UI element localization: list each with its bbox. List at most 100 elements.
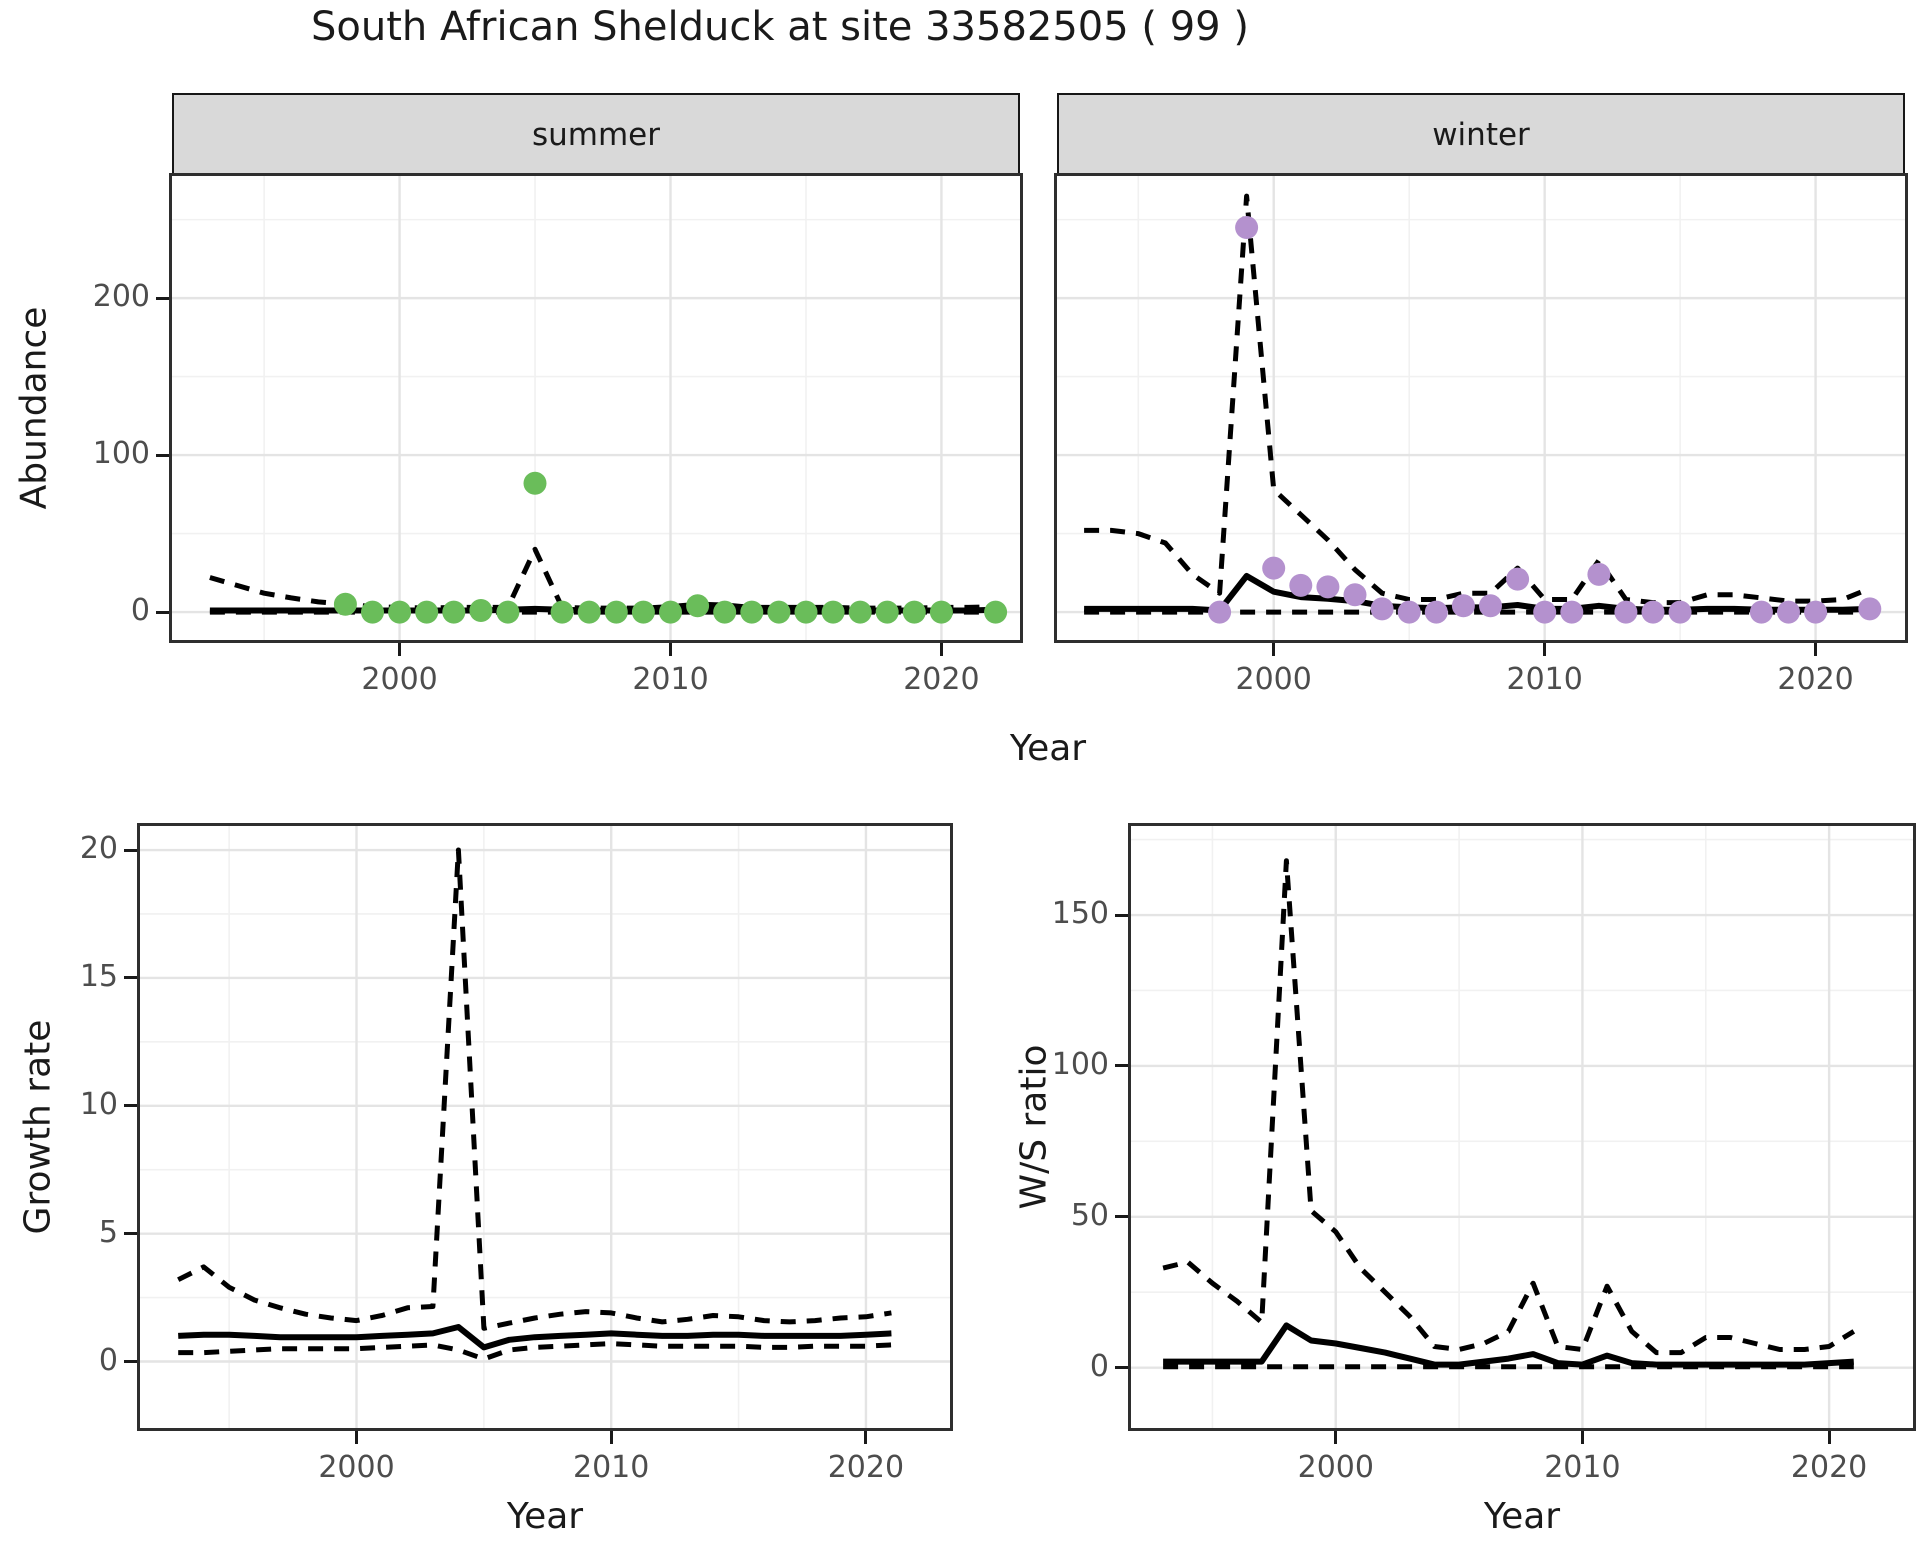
y-tick-label: 0: [130, 593, 150, 629]
observation-point: [333, 592, 357, 616]
observation-point: [388, 600, 412, 624]
x-tick-mark: [398, 643, 402, 656]
x-tick-mark: [864, 1431, 868, 1444]
x-tick-mark: [939, 643, 943, 656]
observation-point: [1451, 594, 1475, 618]
observation-point: [767, 600, 791, 624]
observation-point: [1749, 600, 1773, 624]
y-tick-label: 20: [79, 831, 118, 866]
y-tick-label: 0: [98, 1342, 118, 1378]
y-tick-label: 150: [1051, 896, 1109, 931]
x-tick-label: 2000: [318, 1450, 395, 1485]
observation-point: [469, 599, 493, 622]
y-tick-label: 200: [92, 279, 150, 315]
panel-ws-ratio: 2000 2010 2020 0 50 100 150: [1052, 823, 1916, 1485]
y-tick-label: 0: [1089, 1348, 1109, 1384]
upper-ci-line: [177, 847, 892, 1331]
x-tick-mark: [355, 1431, 358, 1444]
observation-point: [1641, 600, 1665, 624]
observation-point: [631, 600, 655, 624]
observation-point: [1479, 594, 1502, 618]
fit-line: [1163, 1322, 1854, 1368]
y-tick-label: 50: [1070, 1197, 1109, 1233]
observation-point: [686, 594, 710, 618]
y-tick-mark: [1115, 1366, 1128, 1370]
plot-growth-rate: [140, 826, 950, 1428]
observation-point: [577, 600, 601, 624]
observation-point: [1208, 600, 1232, 624]
observation-point: [794, 600, 818, 624]
observation-point: [442, 600, 466, 624]
panel-abundance-winter: 2000 2010 2020: [1054, 173, 1908, 697]
observation-point: [496, 600, 520, 624]
lower-ci-line: [178, 1341, 892, 1362]
y-tick-label: 15: [79, 958, 118, 994]
observation-point: [1668, 600, 1692, 624]
x-tick-label: 2010: [573, 1450, 650, 1485]
x-tick-mark: [1827, 1431, 1831, 1444]
y-tick-mark: [1115, 913, 1128, 917]
x-tick-label: 2020: [827, 1450, 905, 1485]
observation-point: [523, 471, 547, 495]
y-tick-mark: [1115, 1215, 1128, 1219]
observation-point: [740, 600, 764, 624]
observation-point: [1289, 573, 1313, 597]
x-tick-mark: [609, 1431, 613, 1444]
plot-ws-ratio: [1131, 826, 1913, 1428]
y-tick-mark: [124, 1232, 137, 1236]
y-tick-mark: [156, 453, 169, 457]
x-tick-label: 2000: [361, 662, 438, 697]
x-tick-mark: [669, 643, 672, 656]
observation-point: [550, 600, 574, 624]
observation-point: [1533, 600, 1557, 624]
observation-point: [1506, 567, 1530, 591]
y-tick-label: 10: [79, 1086, 118, 1122]
y-tick-mark: [124, 976, 137, 980]
y-tick-label: 100: [1051, 1046, 1109, 1082]
x-tick-mark: [1543, 643, 1547, 656]
x-axis-title-year-bottom-right: Year: [1483, 1496, 1561, 1537]
x-tick-label: 2010: [1506, 662, 1583, 697]
observation-point: [1858, 597, 1882, 621]
x-tick-mark: [1334, 1431, 1338, 1444]
observation-point: [659, 600, 682, 624]
y-tick-mark: [124, 1104, 137, 1108]
y-tick-mark: [156, 296, 169, 300]
observation-point: [1804, 600, 1828, 624]
upper-ci-line: [209, 546, 996, 611]
x-axis-title-year-top: Year: [1009, 728, 1087, 769]
facet-strip-summer-label: summer: [531, 116, 660, 153]
observation-point: [984, 600, 1008, 624]
observation-point: [1235, 216, 1259, 239]
observation-point: [604, 600, 628, 624]
observation-point: [902, 600, 926, 624]
y-tick-mark: [1115, 1064, 1128, 1068]
observation-point: [1316, 575, 1340, 599]
panel-growth-rate: 2000 2010 2020 0 5 10 15 20: [80, 823, 953, 1485]
observation-point: [1777, 600, 1800, 624]
y-tick-mark: [124, 1360, 137, 1363]
x-tick-label: 2010: [1544, 1450, 1621, 1485]
x-tick-mark: [1272, 643, 1276, 656]
facet-strip-summer: summer: [172, 93, 1020, 176]
chart-title: South African Shelduck at site 33582505 …: [311, 4, 1249, 50]
panel-abundance-summer: 2000 2010 2020 0 100 200: [93, 173, 1023, 697]
upper-ci-line: [1162, 858, 1856, 1356]
upper-ci-line: [1084, 193, 1871, 606]
observation-point: [929, 600, 953, 624]
x-tick-label: 2000: [1235, 662, 1312, 697]
observation-point: [1262, 556, 1286, 580]
observation-point: [848, 600, 872, 624]
y-tick-mark: [124, 848, 137, 852]
x-tick-mark: [1814, 643, 1818, 656]
y-tick-mark: [156, 610, 169, 614]
y-axis-title-growth-rate: Growth rate: [17, 1019, 59, 1235]
observation-point: [1424, 600, 1448, 624]
x-axis-title-year-bottom-left: Year: [506, 1496, 584, 1537]
observation-point: [1560, 600, 1584, 624]
x-tick-mark: [1580, 1431, 1584, 1444]
plot-abundance-winter: [1057, 176, 1905, 640]
fit-line: [178, 1324, 892, 1351]
observation-point: [415, 600, 439, 624]
